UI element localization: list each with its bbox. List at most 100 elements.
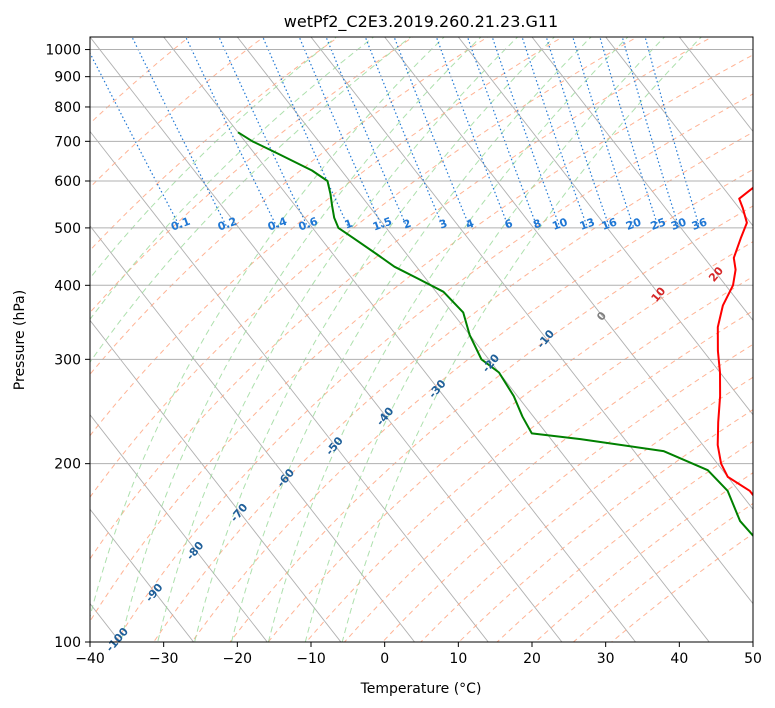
dry-adiabat-label: -90: [143, 581, 166, 605]
isotherm-line: [457, 37, 753, 416]
dry-adiabat-label: 10: [649, 284, 669, 304]
moist-adiabat-line: [231, 37, 592, 642]
mixing-ratio-label: 30: [669, 215, 688, 233]
dry-adiabat-line: [90, 37, 414, 314]
dry-adiabat-line: [267, 241, 753, 642]
dry-adiabat-label: -60: [274, 466, 297, 490]
dry-adiabat-line: [458, 409, 753, 642]
dry-adiabat-line: [153, 131, 753, 642]
mixing-ratio-line: [545, 37, 611, 229]
mixing-ratio-label: 16: [600, 215, 619, 233]
background-lines: [90, 37, 753, 642]
plot-frame: [89, 36, 754, 643]
y-tick-label: 100: [54, 635, 81, 651]
mixing-ratio-label: 0.6: [297, 215, 320, 234]
isotherm-line: [163, 37, 637, 642]
y-tick-label: 600: [54, 174, 81, 190]
y-tick-label: 500: [54, 221, 81, 237]
dry-adiabat-label: 0: [594, 309, 609, 323]
dry-adiabat-line: [90, 37, 340, 252]
isotherm-line: [236, 37, 710, 642]
dry-adiabat-label: -100: [103, 625, 131, 655]
y-axis-label: Pressure (hPa): [12, 290, 28, 390]
x-tick-label: 0: [380, 651, 389, 667]
y-tick-label: 300: [54, 352, 81, 368]
dry-adiabat-line: [420, 376, 753, 642]
dry-adiabat-line: [382, 343, 753, 642]
mixing-ratio-label: 13: [578, 215, 597, 232]
dry-adiabat-label: -40: [374, 404, 397, 428]
mixing-ratio-line: [185, 37, 278, 229]
y-tick-label: 200: [54, 457, 81, 473]
dry-adiabat-line: [90, 37, 713, 560]
isotherm-line: [90, 130, 489, 642]
dry-adiabat-line: [90, 37, 265, 189]
isotherm-line: [384, 37, 753, 510]
y-tick-label: 700: [54, 134, 81, 150]
y-tick-label: 400: [54, 278, 81, 294]
moist-adiabat-line: [194, 37, 556, 642]
x-tick-label: 20: [523, 651, 541, 667]
x-tick-label: 50: [744, 651, 762, 667]
mixing-ratio-label: 6: [503, 217, 515, 232]
mixing-ratio-label: 8: [531, 217, 543, 232]
dry-adiabat-label: -30: [426, 377, 449, 401]
isotherm-line: [678, 37, 753, 133]
dewpoint-profile-line: [237, 131, 753, 538]
moist-adiabat-line: [120, 37, 482, 642]
mixing-ratio-label: 20: [624, 215, 643, 233]
dry-adiabat-line: [305, 275, 753, 642]
mixing-ratio-line: [393, 37, 471, 229]
mixing-ratio-line: [491, 37, 561, 229]
mixing-ratio-line: [325, 37, 408, 229]
moist-adiabat-line: [341, 37, 703, 642]
mixing-ratio-line: [90, 51, 181, 229]
mixing-ratio-label: 1: [343, 217, 355, 232]
profile-lines: [237, 131, 753, 538]
isotherm-line: [90, 319, 342, 642]
isotherm-line: [90, 508, 195, 642]
dry-adiabat-line: [115, 93, 753, 642]
mixing-ratio-label: 36: [690, 215, 709, 233]
x-tick-label: 30: [597, 651, 615, 667]
isotherm-line: [531, 37, 753, 322]
moist-adiabat-line: [304, 37, 666, 642]
isotherm-line: [605, 37, 753, 227]
mixing-ratio-line: [131, 37, 228, 229]
x-tick-label: 10: [449, 651, 467, 667]
mixing-ratio-line: [599, 37, 660, 229]
moist-adiabat-line: [267, 37, 629, 642]
mixing-ratio-line: [435, 37, 510, 229]
x-tick-label: −40: [75, 651, 105, 667]
dry-adiabat-line: [90, 37, 564, 437]
mixing-ratio-label: 25: [649, 215, 668, 232]
dry-adiabat-line: [344, 310, 753, 642]
moist-adiabat-line: [90, 37, 412, 364]
dry-adiabat-label: -50: [323, 434, 346, 458]
dry-adiabat-label: -80: [184, 539, 207, 563]
mixing-ratio-label: 0.2: [216, 215, 239, 234]
mixing-ratio-line: [218, 37, 309, 229]
temperature-profile-line: [716, 186, 753, 497]
x-tick-label: −30: [149, 651, 179, 667]
chart-title: wetPf2_C2E3.2019.260.21.23.G11: [284, 12, 558, 32]
moist-adiabat-line: [157, 37, 519, 642]
mixing-ratio-line: [644, 37, 701, 229]
dry-adiabat-line: [90, 54, 753, 623]
mixing-ratio-line: [572, 37, 635, 229]
isotherm-line: [310, 37, 753, 605]
mixing-ratio-line: [466, 37, 538, 229]
mixing-ratio-label: 0.1: [169, 215, 192, 234]
moist-adiabat-line: [90, 37, 338, 280]
x-tick-label: −10: [296, 651, 326, 667]
mixing-ratio-label: 0.4: [266, 215, 289, 234]
mixing-ratio-label: 10: [550, 215, 569, 233]
isotherm-line: [90, 414, 268, 642]
x-axis-label: Temperature (°C): [360, 681, 482, 697]
moist-adiabat-line: [90, 37, 445, 619]
isotherm-line: [752, 37, 753, 38]
mixing-ratio-line: [262, 37, 350, 229]
mixing-ratio-label: 2: [401, 217, 413, 232]
